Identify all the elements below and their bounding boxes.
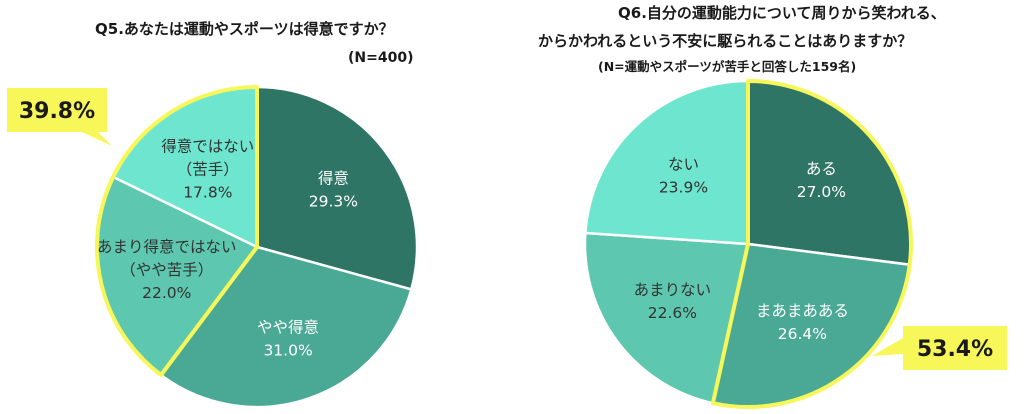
q6-slice-1-label-line-2: 27.0% (797, 183, 846, 201)
q6-slice-3 (583, 231, 750, 405)
q5-slice-2-label-line-1: やや得意 (257, 317, 319, 336)
q5-slice-3-label-line-3: 22.0% (142, 284, 191, 302)
q6-slice-2-label-line-1: まあまあある (756, 302, 849, 320)
q5-slice-1-label-line-2: 29.3% (309, 192, 358, 210)
q6-highlight-outline (710, 79, 913, 409)
q5-sample-note: (N=400) (348, 50, 414, 66)
q5-slice-4-label-line-1: 得意ではない (161, 136, 254, 155)
q5-slice-4-label-line-2: （苦手） (177, 160, 239, 178)
q6-slice-3-label-line-2: 22.6% (648, 304, 697, 322)
q5-slice-1-label-line-1: 得意 (318, 168, 349, 187)
q6-slice-4-label-line-1: ない (668, 155, 699, 173)
q5-highlight-callout: 39.8% (7, 88, 112, 146)
q6-slice-1-label-line-1: ある (806, 160, 837, 178)
q5-highlight-outline (95, 85, 259, 378)
q5-callout-tail (82, 132, 112, 146)
q5-slice-3-label-line-2: （やや苦手） (120, 261, 213, 279)
q5-slice-2 (159, 245, 413, 409)
q5-pie: 得意 29.3% やや得意 31.0% あまり得意ではない （やや苦手） 22.0% 得意では… (95, 85, 419, 409)
q6-slice-4-label-line-2: 23.9% (659, 178, 708, 196)
q6-callout-tail (872, 338, 903, 356)
q5-callout-value: 39.8% (19, 99, 95, 124)
q6-highlight-callout: 53.4% (872, 326, 1007, 370)
q6-slice-4 (584, 79, 750, 246)
q6-chart-title-line2: からかわれるという不安に駆られることはありますか？ (538, 32, 913, 50)
q5-slice-1 (255, 85, 419, 291)
q6-chart-title-line1: Q6.自分の運動能力について周りから笑われる、 (618, 4, 946, 22)
q6-slice-3-label-line-1: あまりない (634, 281, 712, 299)
q5-callout-box (7, 88, 107, 132)
q5-chart-title: Q5.あなたは運動やスポーツは得意ですか？ (95, 20, 394, 38)
q5-slice-2-label-line-2: 31.0% (263, 341, 312, 359)
q6-slice-2-label-line-2: 26.4% (778, 325, 827, 343)
q6-callout-value: 53.4% (917, 337, 993, 362)
q5-slice-4-label-line-3: 17.8% (183, 183, 232, 201)
q6-sample-note: (N=運動やスポーツが苦手と回答した159名) (598, 59, 857, 74)
q6-pie: ある 27.0% まあまあある 26.4% あまりない 22.6% ない 23.9% (583, 79, 913, 409)
q6-callout-box (903, 326, 1007, 370)
q5-slice-3-label-line-1: あまり得意ではない (97, 237, 237, 256)
